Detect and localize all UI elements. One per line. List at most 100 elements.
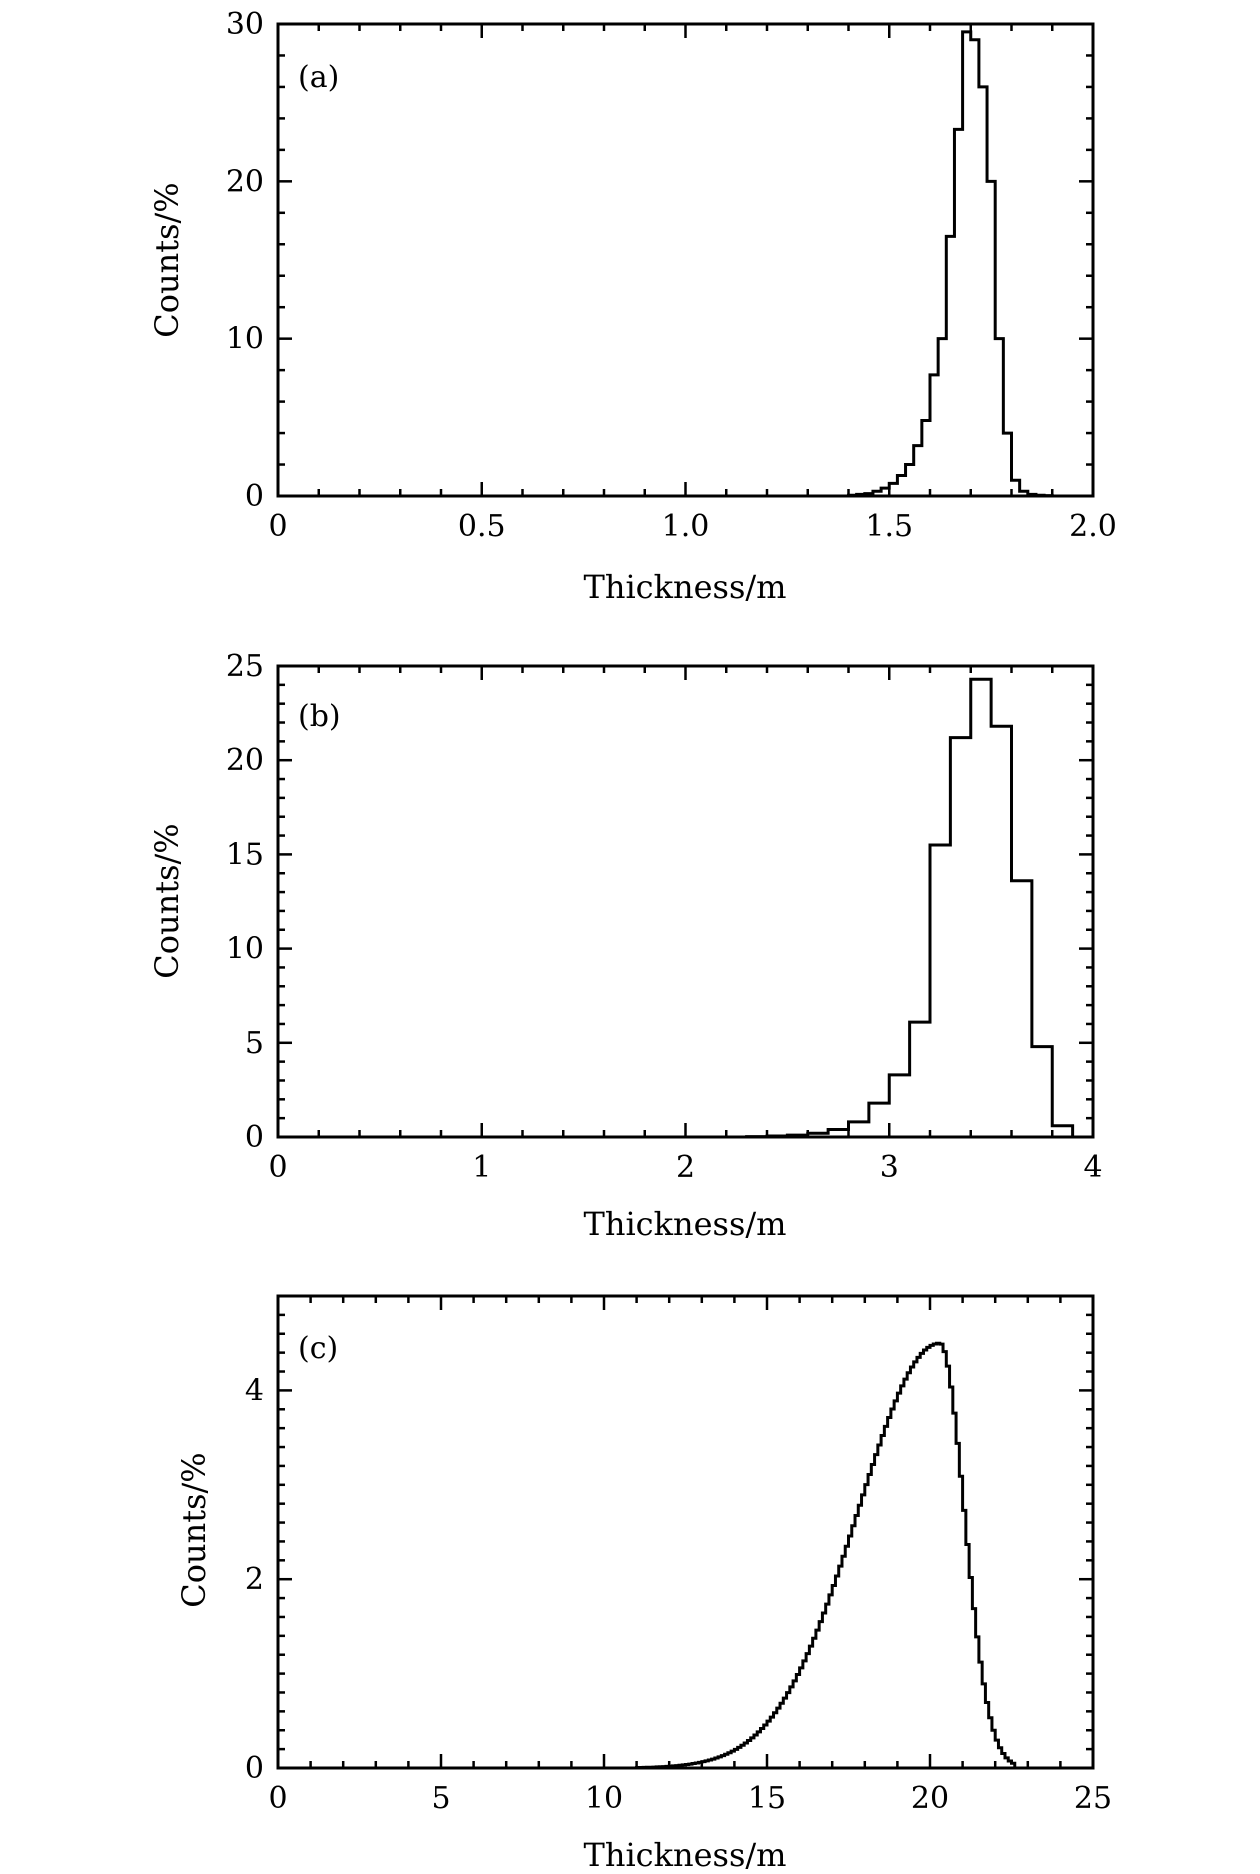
panel-c-histogram-bin	[839, 1566, 842, 1768]
panel-b-histogram-bin	[1052, 1126, 1072, 1137]
panel-a-histogram-bin	[987, 181, 995, 496]
panel-c-histogram-bin	[930, 1345, 933, 1768]
panel-b-x-axis-title: Thickness/m	[583, 1205, 786, 1243]
panel-c-histogram-bin	[845, 1546, 848, 1768]
panel-a-histogram-bin	[930, 375, 938, 496]
panel-b-histogram-bin	[869, 1103, 889, 1137]
panel-c-histogram-bin	[894, 1401, 897, 1768]
panel-b-y-tick-label: 10	[226, 932, 264, 967]
panel-c-histogram-bin	[663, 1767, 666, 1768]
panel-c-histogram-bin	[946, 1366, 949, 1768]
panel-c-histogram-bin	[972, 1609, 975, 1768]
panel-a-y-axis-title: Counts/%	[148, 182, 186, 337]
panel-b-x-tick-label: 2	[676, 1150, 695, 1185]
panel-c-histogram-bin	[659, 1767, 662, 1768]
panel-c-histogram-bin	[950, 1387, 953, 1768]
panel-c-histogram-bin	[878, 1445, 881, 1768]
panel-c-histogram-bin	[767, 1721, 770, 1768]
panel-a-histogram-bin	[889, 483, 897, 496]
panel-c-histogram-bin	[747, 1741, 750, 1768]
panel-c-histogram-bin	[826, 1604, 829, 1768]
panel-c-histogram-bin	[816, 1630, 819, 1768]
panel-c-histogram-bin	[796, 1675, 799, 1768]
panel-a-histogram-bin	[1003, 433, 1011, 496]
panel-c-histogram-bin	[917, 1357, 920, 1768]
panel-c-histogram-bin	[914, 1362, 917, 1768]
panel-c-x-tick-label: 25	[1074, 1781, 1112, 1816]
panel-c-histogram-bin	[989, 1718, 992, 1768]
panel-a-histogram-bin	[881, 488, 889, 496]
panel-c-histogram-bin	[865, 1485, 868, 1768]
panel-a-histogram-bin	[873, 491, 881, 496]
panel-c-histogram-bin	[712, 1759, 715, 1768]
panel-c-histogram-bin	[829, 1595, 832, 1768]
panel-c-histogram-bin	[819, 1622, 822, 1768]
panel-b-x-tick-label: 0	[268, 1150, 287, 1185]
panel-c-frame	[276, 1294, 1095, 1770]
panel-a-y-tick-label: 0	[245, 479, 264, 514]
panel-c-x-tick-label: 10	[585, 1781, 623, 1816]
panel-b-y-axis-title: Counts/%	[148, 823, 186, 978]
panel-c-histogram-bin	[852, 1526, 855, 1768]
panel-b-y-tick-label: 15	[226, 837, 264, 872]
panel-c-histogram-bin	[1008, 1761, 1011, 1768]
panel-b-histogram-bin	[930, 845, 950, 1137]
panel-c-histogram-bin	[806, 1654, 809, 1768]
panel-b-histogram-bin	[950, 738, 970, 1137]
panel-c-histogram-bin	[966, 1545, 969, 1768]
panel-c-histogram-bin	[881, 1436, 884, 1768]
panel-c-histogram-bin	[764, 1725, 767, 1768]
panel-c-histogram-bin	[1002, 1754, 1005, 1768]
panel-c-histogram-bin	[734, 1749, 737, 1768]
panel-c-histogram-bin	[943, 1352, 946, 1768]
panel-b-histogram-bin	[767, 1136, 787, 1137]
panel-c-histogram-bin	[650, 1767, 653, 1768]
panel-c-histogram-bin	[995, 1740, 998, 1768]
panel-c-histogram-bin	[933, 1344, 936, 1768]
panel-a-histogram-bin	[849, 495, 857, 496]
panel-c-histogram-bin	[884, 1426, 887, 1768]
panel-c-histogram-bin	[689, 1764, 692, 1768]
panel-b-histogram-bin	[1012, 881, 1032, 1137]
panel-c-histogram-bin	[695, 1763, 698, 1768]
panel-b-histogram-bin	[787, 1135, 807, 1137]
panel-c-histogram-bin	[998, 1748, 1001, 1768]
panel-c-x-tick-label: 15	[748, 1781, 786, 1816]
panel-c-histogram-bin	[891, 1409, 894, 1768]
panel-b-histogram-bin	[828, 1129, 848, 1137]
panel-b-x-tick-label: 4	[1083, 1150, 1102, 1185]
panel-b-label: (b)	[298, 699, 341, 734]
panel-b-histogram-bin	[849, 1122, 869, 1137]
panel-c-label: (c)	[298, 1331, 338, 1366]
panel-a-histogram-bin	[914, 446, 922, 496]
panel-a: (a) Thickness/m Counts/% 0 0.5 1.0 1.5 2.0 0 1…	[148, 7, 1117, 606]
panel-c-histogram-bin	[728, 1753, 731, 1768]
panel-c-histogram-bin	[1005, 1758, 1008, 1768]
panel-a-histogram-bin	[954, 129, 962, 496]
panel-c-histogram-bin	[920, 1353, 923, 1768]
panel-c-histogram-bin	[832, 1586, 835, 1768]
panel-a-x-tick-label: 0.5	[458, 509, 506, 544]
panel-c-histogram-bin	[699, 1762, 702, 1768]
panel-c-histogram-bin	[855, 1515, 858, 1768]
panel-c-y-tick-label: 2	[245, 1562, 264, 1597]
panel-c-histogram-bin	[842, 1556, 845, 1768]
panel-c-histogram-bin	[731, 1751, 734, 1768]
panel-c-histogram-bin	[858, 1505, 861, 1768]
panel-a-histogram-bin	[865, 494, 873, 496]
panel-a-y-tick-label: 10	[226, 322, 264, 357]
panel-a-x-axis-title: Thickness/m	[583, 568, 786, 606]
panel-c-histogram-bin	[751, 1738, 754, 1768]
panel-c-histogram-bin	[835, 1576, 838, 1768]
panel-c-histogram-bin	[757, 1732, 760, 1768]
panel-c-histogram-bin	[969, 1578, 972, 1768]
panel-c-histogram-bin	[849, 1536, 852, 1768]
panel-b-histogram-bin	[991, 726, 1011, 1137]
panel-c-y-tick-label: 4	[245, 1373, 264, 1408]
panel-c-histogram-bin	[976, 1637, 979, 1768]
panel-c-histogram-series	[278, 1341, 1093, 1770]
panel-c-x-tick-label: 5	[431, 1781, 450, 1816]
panel-c-histogram-bin	[741, 1745, 744, 1768]
panel-c-histogram-bin	[760, 1729, 763, 1768]
panel-c-histogram-bin	[646, 1767, 649, 1768]
